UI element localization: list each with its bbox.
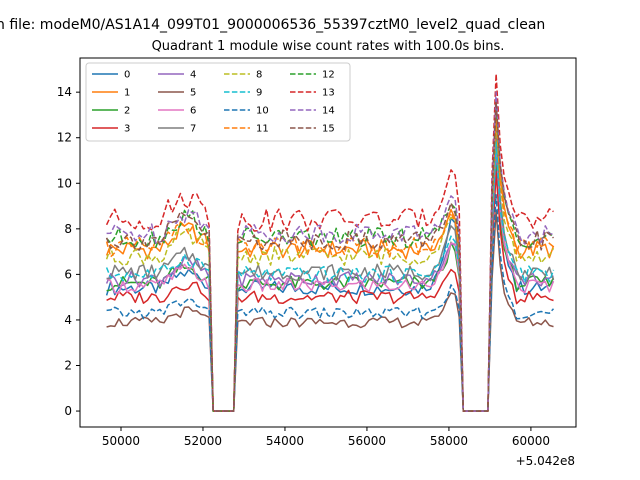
y-tick-label: 10: [57, 176, 72, 190]
legend-label-14: 14: [322, 106, 335, 117]
series-line-1: [105, 109, 555, 412]
legend-label-2: 2: [124, 106, 130, 117]
axes-frame: [79, 57, 577, 428]
x-offset-label: +5.042e8: [516, 454, 575, 468]
legend-label-1: 1: [124, 88, 130, 99]
legend-label-15: 15: [322, 124, 335, 135]
legend-label-12: 12: [322, 70, 335, 81]
y-tick-label: 8: [64, 222, 72, 236]
x-tick-label: 56000: [348, 434, 386, 448]
y-axis: 0 2 4 6 8 10 12 14: [57, 85, 80, 418]
x-tick-label: 50000: [102, 434, 140, 448]
series-line-4: [105, 148, 554, 412]
y-tick-label: 0: [64, 404, 72, 418]
series-line-6: [106, 136, 555, 412]
legend-label-4: 4: [190, 70, 196, 81]
legend-label-10: 10: [256, 106, 269, 117]
legend-label-8: 8: [256, 70, 262, 81]
legend-label-5: 5: [190, 88, 196, 99]
y-tick-label: 6: [64, 267, 72, 281]
legend-label-3: 3: [124, 124, 130, 135]
chart-title: Quadrant 1 module wise count rates with …: [152, 39, 505, 54]
series-line-11: [105, 114, 554, 412]
x-tick-label: 52000: [184, 434, 222, 448]
figure-suptitle: n file: modeM0/AS1A14_099T01_9000006536_…: [0, 17, 545, 33]
series-line-10: [106, 193, 555, 412]
series-line-15: [105, 100, 555, 412]
series-layer: [105, 73, 555, 412]
x-tick-label: 60000: [512, 434, 550, 448]
y-tick-label: 2: [64, 359, 72, 373]
legend-label-11: 11: [256, 124, 269, 135]
legend-box: [85, 62, 351, 142]
series-line-14: [106, 91, 554, 412]
legend-label-13: 13: [322, 88, 335, 99]
y-tick-label: 12: [57, 131, 72, 145]
legend-label-9: 9: [256, 88, 262, 99]
y-tick-label: 14: [57, 85, 72, 99]
legend-label-6: 6: [190, 106, 196, 117]
y-tick-label: 4: [64, 313, 72, 327]
x-tick-label: 54000: [266, 434, 304, 448]
legend-label-7: 7: [190, 124, 196, 135]
x-axis: 50000 52000 54000 56000 58000 60000: [102, 427, 550, 448]
legend-label-0: 0: [124, 70, 130, 81]
x-tick-label: 58000: [430, 434, 468, 448]
